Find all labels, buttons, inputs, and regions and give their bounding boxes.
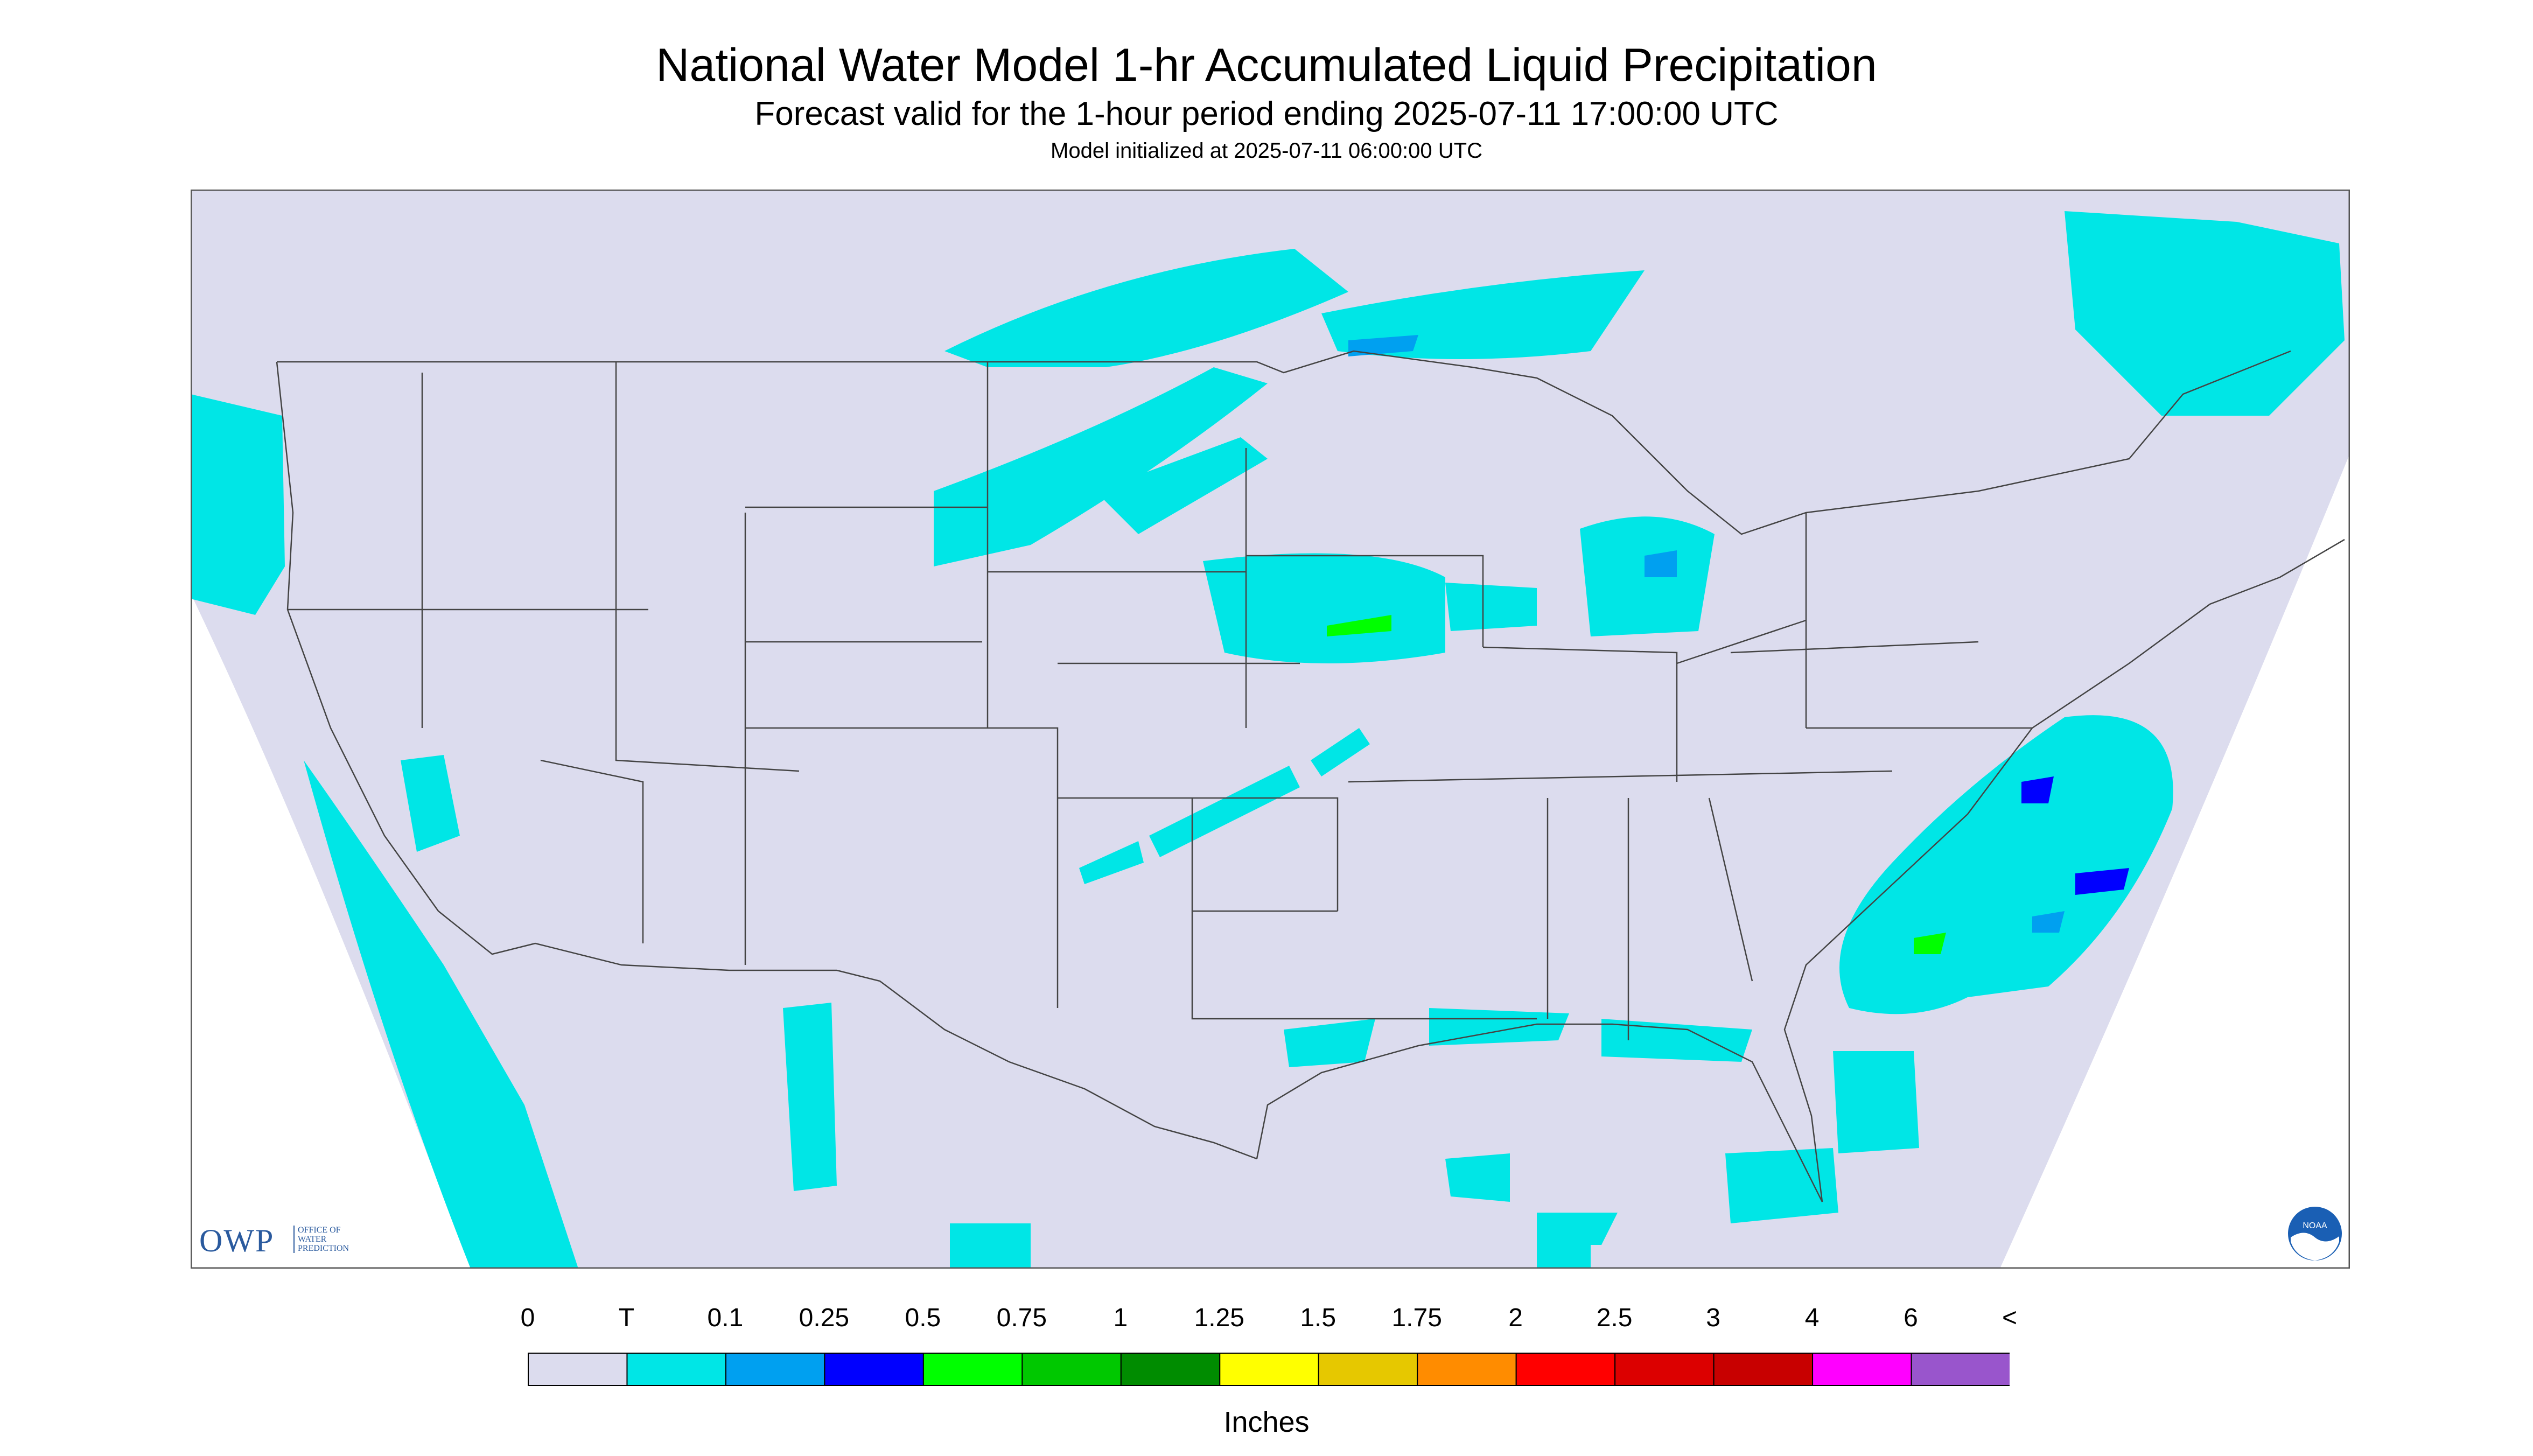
- precip-trace-areas: [191, 211, 2345, 1269]
- colorbar-tick-label: 6: [1904, 1304, 1918, 1332]
- colorbar-swatch: [1021, 1353, 1122, 1386]
- owp-logo: OWP OFFICE OF WATER PREDICTION: [199, 1222, 349, 1260]
- colorbar-swatch: [626, 1353, 726, 1386]
- colorbar-swatch: [1515, 1353, 1616, 1386]
- colorbar-tick-label: <: [2002, 1304, 2018, 1332]
- colorbar-tick-label: 2: [1508, 1304, 1523, 1332]
- colorbar-tick-label: 1.75: [1391, 1304, 1442, 1332]
- map-subtitle: Forecast valid for the 1-hour period end…: [754, 95, 1779, 132]
- model-init-text: Model initialized at 2025-07-11 06:00:00…: [1051, 139, 1482, 163]
- colorbar-tick-label: 0: [520, 1304, 535, 1332]
- colorbar-swatch: [1614, 1353, 1715, 1386]
- colorbar-swatch: [725, 1353, 825, 1386]
- colorbar-swatch: [1120, 1353, 1221, 1386]
- precipitation-map: [191, 190, 2350, 1269]
- precip-heavy-cores: [1327, 335, 2129, 954]
- colorbar-tick-label: 1.5: [1300, 1304, 1337, 1332]
- colorbar-swatch: [1911, 1353, 2010, 1386]
- colorbar-tick-label: 1: [1113, 1304, 1128, 1332]
- colorbar-swatch: [922, 1353, 1023, 1386]
- colorbar-tick-label: 0.75: [996, 1304, 1047, 1332]
- boundaries: [276, 350, 2345, 1202]
- colorbar-tick-label: 1.25: [1194, 1304, 1244, 1332]
- noaa-logo-text: NOAA: [2303, 1221, 2327, 1230]
- colorbar-tick-label: 0.25: [799, 1304, 850, 1332]
- colorbar-tick-label: 0.5: [905, 1304, 941, 1332]
- model-domain: [191, 190, 2350, 1269]
- colorbar-swatch: [1318, 1353, 1418, 1386]
- noaa-logo: NOAA: [2288, 1207, 2342, 1261]
- colorbar-swatch: [528, 1353, 628, 1386]
- colorbar-tick-label: 3: [1706, 1304, 1720, 1332]
- colorbar-swatch: [1812, 1353, 1912, 1386]
- map-title: National Water Model 1-hr Accumulated Li…: [656, 39, 1877, 91]
- colorbar-swatch: [824, 1353, 924, 1386]
- colorbar-tick-label: 2.5: [1596, 1304, 1633, 1332]
- owp-logo-text: OWP: [199, 1223, 275, 1258]
- colorbar-tick-label: 4: [1804, 1304, 1820, 1332]
- colorbar-swatch: [1219, 1353, 1319, 1386]
- owp-logo-subtext: OFFICE OF WATER PREDICTION: [293, 1226, 349, 1253]
- colorbar-tick-label: T: [618, 1304, 635, 1332]
- colorbar-tick-label: 0.1: [707, 1304, 744, 1332]
- colorbar: [528, 1353, 2010, 1386]
- colorbar-swatch: [1417, 1353, 1517, 1386]
- colorbar-swatch: [1713, 1353, 1814, 1386]
- colorbar-units: Inches: [1223, 1406, 1310, 1438]
- colorbar-labels: 0 T 0.1 0.25 0.5 0.75 1 1.25 1.5 1.75 2 2.5 3 4 6 <: [0, 1303, 2533, 1341]
